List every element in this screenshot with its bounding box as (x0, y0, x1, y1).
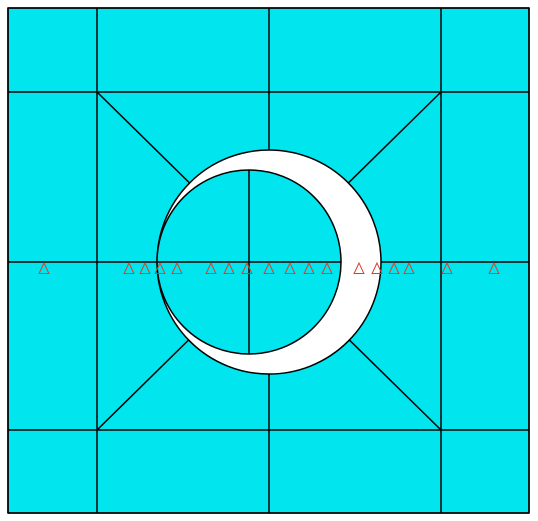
mesh-diagram (0, 0, 538, 521)
